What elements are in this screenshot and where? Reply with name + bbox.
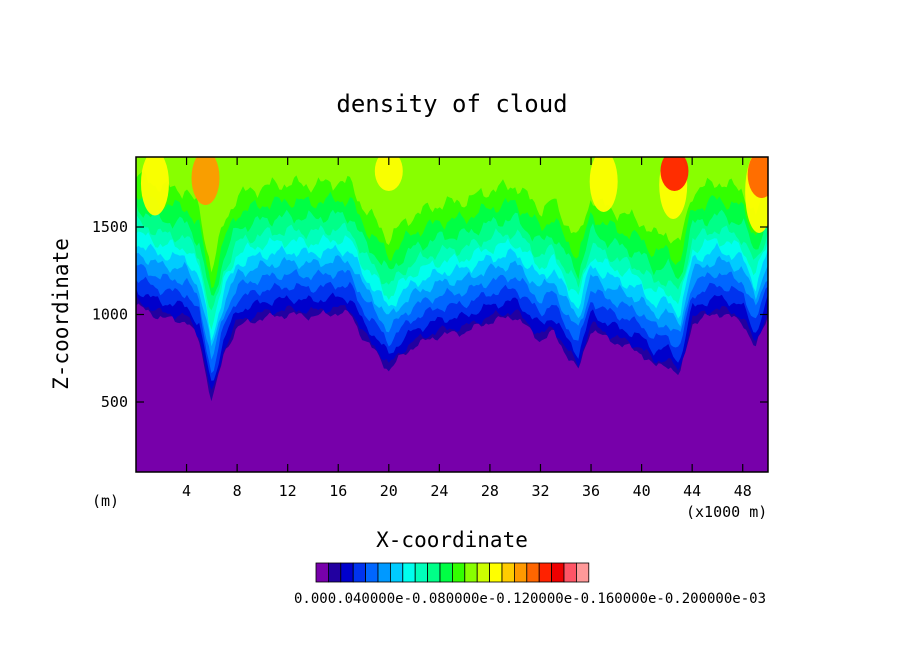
colorbar-swatch — [526, 562, 540, 583]
colorbar-swatch — [538, 562, 553, 583]
x-tick-label: 16 — [329, 482, 347, 500]
colorbar-swatch — [427, 562, 441, 583]
colorbar-swatch — [576, 562, 590, 583]
y-tick-label: 1000 — [92, 306, 128, 324]
x-tick-label: 44 — [683, 482, 701, 500]
y-unit-label: (m) — [92, 492, 119, 510]
colorbar-swatch — [489, 562, 503, 583]
colorbar-swatch — [514, 562, 528, 583]
colorbar-swatch — [464, 562, 478, 583]
colorbar-swatch — [451, 562, 466, 583]
high-density-patch — [660, 157, 689, 191]
x-tick-label: 48 — [734, 482, 752, 500]
colorbar-swatch — [340, 562, 354, 583]
colorbar-labels: 0.000.040000e-0.080000e-0.120000e-0.1600… — [294, 591, 766, 607]
x-axis-ticks: 4 8 12 16 20 24 28 32 36 40 44 48 — [182, 157, 752, 500]
x-tick-label: 12 — [279, 482, 297, 500]
colorbar-swatch — [501, 562, 515, 583]
x-tick-label: 40 — [633, 482, 651, 500]
y-tick-label: 1500 — [92, 218, 128, 236]
high-density-patch — [374, 157, 403, 191]
contour-field — [136, 157, 768, 472]
x-tick-label: 24 — [430, 482, 448, 500]
x-tick-label: 8 — [233, 482, 242, 500]
x-tick-label: 20 — [380, 482, 398, 500]
y-tick-label: 500 — [101, 393, 128, 411]
y-axis-title: Z-coordinate — [49, 238, 73, 390]
x-tick-label: 36 — [582, 482, 600, 500]
colorbar-swatch — [377, 562, 391, 583]
colorbar-swatch — [352, 562, 367, 583]
colorbar-swatch — [563, 562, 577, 583]
high-density-patch — [191, 157, 220, 205]
colorbar-swatch — [439, 562, 453, 583]
colorbar-swatch — [414, 562, 429, 583]
x-axis-title: X-coordinate — [376, 528, 528, 552]
y-axis-ticks: 500 1000 1500 — [92, 218, 768, 411]
x-unit-label: (x1000 m) — [686, 503, 767, 521]
plot-area — [135, 156, 769, 473]
colorbar-swatch — [315, 562, 329, 583]
x-tick-label: 32 — [531, 482, 549, 500]
colorbar — [315, 562, 590, 583]
high-density-patch — [589, 157, 618, 212]
x-tick-label: 28 — [481, 482, 499, 500]
colorbar-swatch — [551, 562, 565, 583]
chart-title: density of cloud — [336, 90, 567, 118]
colorbar-swatch — [327, 562, 342, 583]
high-density-patch — [140, 157, 169, 216]
colorbar-swatch — [365, 562, 379, 583]
colorbar-swatch — [389, 562, 404, 583]
x-tick-label: 4 — [182, 482, 191, 500]
colorbar-swatch — [476, 562, 491, 583]
colorbar-swatch — [402, 562, 416, 583]
high-density-patch — [747, 157, 768, 198]
